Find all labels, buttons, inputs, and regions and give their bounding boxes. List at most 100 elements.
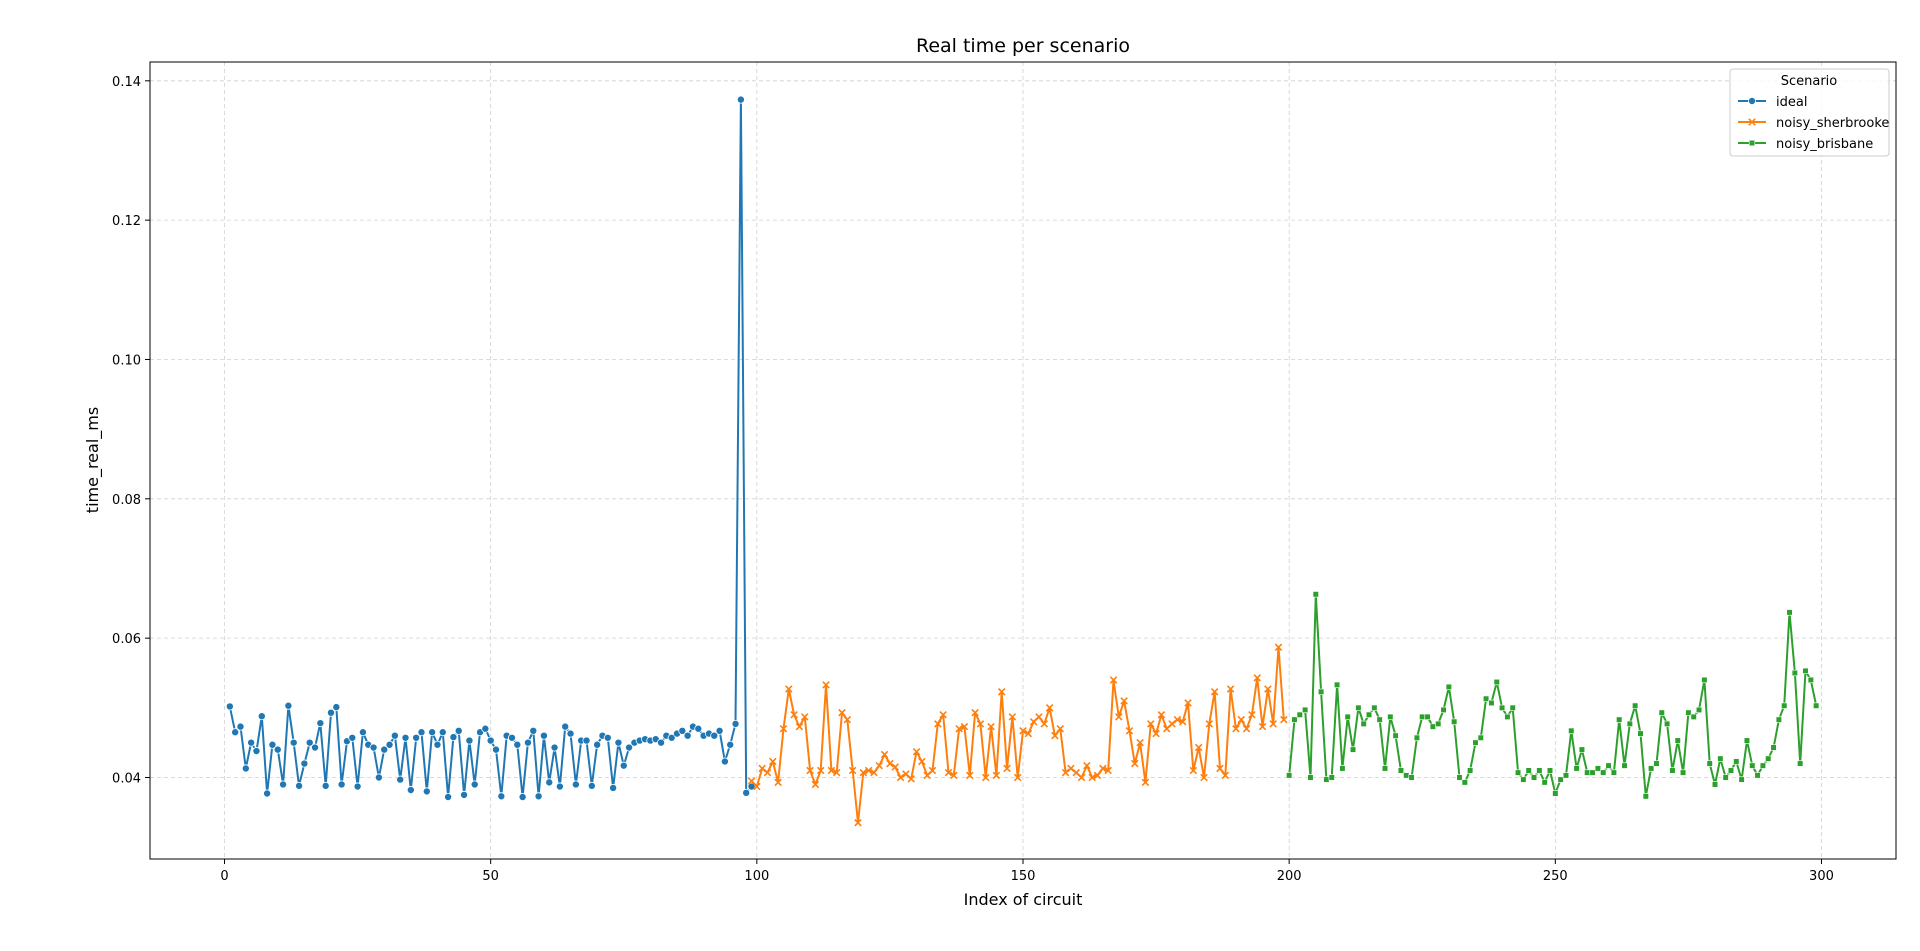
data-point — [497, 792, 506, 801]
data-point — [1791, 669, 1798, 677]
data-point — [619, 761, 628, 770]
data-point — [1695, 706, 1703, 714]
data-point — [1562, 772, 1570, 779]
data-point — [1493, 678, 1500, 686]
data-point — [470, 780, 479, 789]
data-point — [1461, 779, 1468, 786]
data-point — [1424, 713, 1431, 720]
data-point — [918, 757, 926, 766]
data-point — [273, 745, 282, 754]
data-point — [800, 713, 809, 721]
data-point — [252, 747, 261, 756]
data-point — [1440, 706, 1447, 714]
series-noisy_sherbrooke — [747, 643, 1288, 827]
y-tick-label: 0.12 — [112, 214, 141, 229]
data-point — [811, 780, 820, 789]
data-point — [1035, 713, 1043, 721]
data-point — [465, 736, 474, 745]
data-point — [827, 766, 836, 775]
data-point — [1040, 720, 1049, 728]
data-point — [1317, 688, 1325, 695]
data-point — [539, 731, 548, 740]
data-point — [843, 715, 852, 724]
data-point — [358, 728, 367, 737]
data-point — [971, 708, 979, 717]
data-point — [1200, 773, 1208, 782]
data-point — [300, 759, 309, 768]
data-point — [460, 790, 469, 799]
data-point — [396, 775, 405, 784]
data-point — [1530, 774, 1538, 781]
data-point — [1397, 767, 1405, 774]
data-point — [518, 792, 527, 801]
data-point — [838, 708, 846, 717]
data-point — [779, 724, 788, 733]
data-point — [412, 733, 421, 742]
data-point — [795, 722, 804, 731]
data-point — [321, 781, 330, 790]
data-point — [822, 681, 830, 689]
data-point — [1536, 767, 1543, 774]
data-point — [1104, 766, 1112, 775]
data-point — [422, 787, 431, 796]
data-point — [555, 782, 564, 791]
data-point — [332, 703, 341, 712]
data-point — [1205, 720, 1214, 728]
data-point — [1520, 776, 1527, 783]
data-point — [1371, 704, 1378, 711]
data-point — [939, 711, 947, 719]
data-point — [1099, 764, 1107, 773]
data-point — [976, 720, 985, 728]
data-point — [1445, 683, 1452, 691]
data-point — [1221, 771, 1230, 780]
y-tick-label: 0.08 — [112, 493, 141, 508]
data-point — [928, 766, 937, 775]
legend-marker — [1748, 97, 1757, 106]
data-point — [1467, 767, 1474, 774]
data-point — [529, 726, 538, 735]
data-point — [1120, 697, 1128, 705]
data-point — [896, 773, 905, 782]
data-point — [1013, 773, 1022, 782]
data-point — [1264, 685, 1272, 693]
data-point — [1141, 778, 1150, 787]
x-tick-label: 0 — [220, 869, 228, 884]
data-point — [1365, 711, 1373, 718]
legend-entry-noisy_brisbane: noisy_brisbane — [1738, 137, 1873, 152]
data-point — [912, 747, 921, 756]
data-point — [1685, 709, 1692, 716]
data-point — [1339, 765, 1346, 772]
data-point — [1626, 720, 1633, 727]
data-point — [1807, 676, 1814, 684]
data-point — [1280, 715, 1288, 724]
data-point — [492, 745, 501, 754]
data-point — [1387, 713, 1394, 720]
data-point — [1754, 772, 1761, 779]
data-point — [279, 780, 288, 789]
data-point — [1797, 760, 1804, 767]
data-point — [1019, 727, 1027, 735]
data-point — [1727, 767, 1735, 774]
data-point — [289, 738, 298, 747]
data-point — [1083, 761, 1091, 770]
data-point — [1184, 699, 1192, 707]
data-point — [614, 738, 623, 747]
data-point — [1253, 674, 1261, 682]
data-point — [966, 771, 974, 780]
data-point — [1355, 704, 1362, 711]
data-point — [1088, 773, 1096, 782]
data-point — [534, 792, 543, 801]
data-point — [454, 726, 463, 735]
data-point — [1722, 774, 1729, 781]
x-tick-label: 50 — [482, 869, 499, 884]
data-point — [582, 736, 591, 745]
series-line-noisy_brisbane — [1288, 593, 1818, 798]
legend-entries: ideal noisy_sherbrooke noisy_brisbane — [1738, 95, 1889, 152]
data-point — [1786, 609, 1793, 616]
data-point — [1178, 717, 1187, 726]
data-point — [1578, 746, 1586, 753]
data-point — [225, 702, 234, 711]
data-point — [1392, 732, 1399, 739]
data-point — [1429, 723, 1436, 730]
data-point — [694, 724, 703, 733]
